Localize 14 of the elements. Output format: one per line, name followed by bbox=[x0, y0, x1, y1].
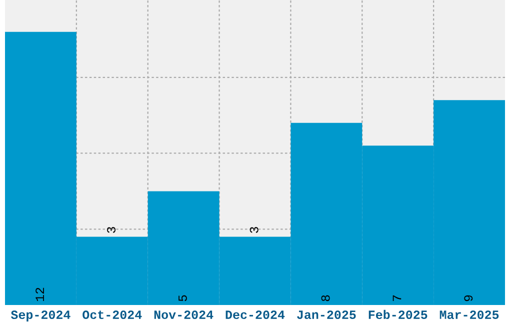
x-tick-label: Feb-2025 bbox=[368, 310, 428, 320]
data-label: 3 bbox=[107, 226, 116, 233]
x-tick-label: Sep-2024 bbox=[10, 310, 70, 322]
data-label: 8 bbox=[321, 295, 330, 302]
x-tick-label: Nov-2024 bbox=[154, 310, 214, 320]
x-tick-label: Jan-2025 bbox=[297, 310, 356, 320]
data-label: 5 bbox=[178, 295, 187, 302]
data-label: 9 bbox=[464, 295, 473, 302]
data-label: 12 bbox=[36, 288, 44, 302]
x-tick-label: Dec-2024 bbox=[226, 310, 285, 320]
x-tick-label: Oct-2024 bbox=[82, 310, 142, 320]
data-label: 7 bbox=[392, 295, 402, 301]
x-tick-label: Mar-2025 bbox=[440, 310, 499, 320]
data-label: 3 bbox=[250, 226, 258, 233]
